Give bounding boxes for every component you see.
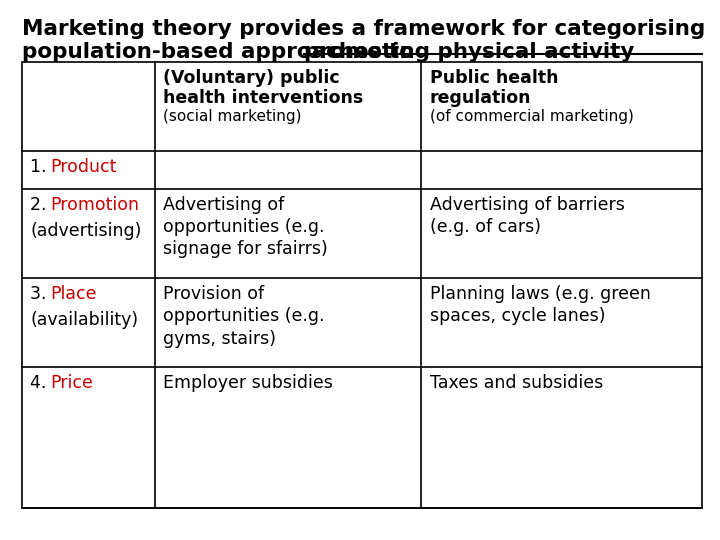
Text: Advertising of barriers
(e.g. of cars): Advertising of barriers (e.g. of cars) <box>430 196 625 236</box>
Text: promoting physical activity: promoting physical activity <box>304 42 634 62</box>
Text: Price: Price <box>50 374 94 392</box>
Text: Promotion: Promotion <box>50 196 140 214</box>
Text: population-based approaches to: population-based approaches to <box>22 42 421 62</box>
Text: 1.: 1. <box>30 158 53 176</box>
Bar <box>22 62 702 508</box>
Text: (of commercial marketing): (of commercial marketing) <box>430 109 634 124</box>
Text: Provision of
opportunities (e.g.
gyms, stairs): Provision of opportunities (e.g. gyms, s… <box>163 285 325 348</box>
Text: (Voluntary) public
health interventions: (Voluntary) public health interventions <box>163 69 364 107</box>
Text: Taxes and subsidies: Taxes and subsidies <box>430 374 603 392</box>
Text: 3.: 3. <box>30 285 53 303</box>
Text: Employer subsidies: Employer subsidies <box>163 374 333 392</box>
Text: 2.: 2. <box>30 196 53 214</box>
Text: 4.: 4. <box>30 374 52 392</box>
Text: Advertising of
opportunities (e.g.
signage for sfairrs): Advertising of opportunities (e.g. signa… <box>163 196 328 259</box>
Text: (availability): (availability) <box>30 311 138 329</box>
Text: (social marketing): (social marketing) <box>163 109 302 124</box>
Text: Public health
regulation: Public health regulation <box>430 69 558 107</box>
Text: Place: Place <box>50 285 97 303</box>
Text: Planning laws (e.g. green
spaces, cycle lanes): Planning laws (e.g. green spaces, cycle … <box>430 285 651 325</box>
Text: Product: Product <box>50 158 117 176</box>
Text: (advertising): (advertising) <box>30 222 142 240</box>
Text: Marketing theory provides a framework for categorising: Marketing theory provides a framework fo… <box>22 19 705 39</box>
